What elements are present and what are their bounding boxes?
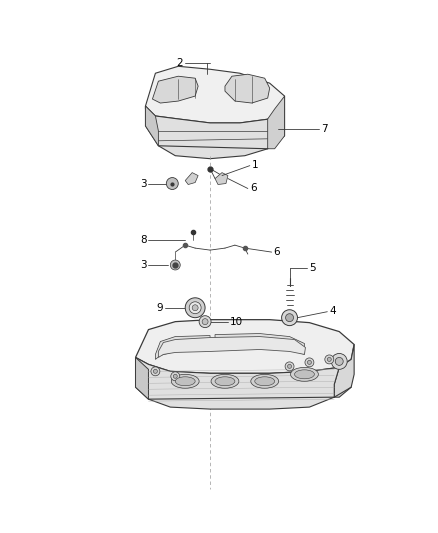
Ellipse shape: [215, 377, 235, 386]
Circle shape: [192, 305, 198, 311]
Ellipse shape: [211, 374, 239, 388]
Circle shape: [286, 314, 293, 321]
Circle shape: [189, 302, 201, 314]
Ellipse shape: [290, 367, 318, 381]
Circle shape: [335, 358, 343, 365]
Text: 6: 6: [274, 247, 280, 257]
Circle shape: [166, 177, 178, 190]
Polygon shape: [185, 173, 198, 184]
Circle shape: [153, 369, 157, 373]
Circle shape: [307, 360, 311, 365]
Ellipse shape: [175, 377, 195, 386]
Ellipse shape: [251, 374, 279, 388]
Circle shape: [170, 260, 180, 270]
Text: 9: 9: [157, 303, 163, 313]
Circle shape: [285, 362, 294, 371]
Polygon shape: [268, 96, 285, 149]
Circle shape: [288, 365, 292, 368]
Circle shape: [151, 367, 160, 376]
Polygon shape: [215, 334, 304, 354]
Text: 2: 2: [177, 58, 183, 68]
Text: 8: 8: [140, 235, 146, 245]
Text: 7: 7: [321, 124, 328, 134]
Polygon shape: [225, 74, 270, 103]
Circle shape: [185, 298, 205, 318]
Text: 1: 1: [252, 160, 258, 169]
Circle shape: [171, 372, 180, 381]
Polygon shape: [155, 336, 210, 359]
Polygon shape: [145, 66, 285, 123]
Ellipse shape: [171, 374, 199, 388]
Circle shape: [282, 310, 297, 326]
Polygon shape: [135, 320, 354, 373]
Text: 6: 6: [250, 183, 256, 193]
Circle shape: [199, 316, 211, 328]
Text: 5: 5: [309, 263, 316, 273]
Polygon shape: [159, 336, 305, 358]
Polygon shape: [135, 358, 339, 409]
Ellipse shape: [294, 370, 314, 379]
Text: 4: 4: [329, 306, 336, 316]
Text: 3: 3: [140, 179, 146, 189]
Text: 10: 10: [230, 317, 243, 327]
Polygon shape: [152, 76, 198, 103]
Circle shape: [173, 374, 177, 378]
Polygon shape: [135, 358, 148, 399]
Ellipse shape: [255, 377, 275, 386]
Circle shape: [305, 358, 314, 367]
Polygon shape: [215, 173, 228, 184]
Polygon shape: [145, 106, 285, 159]
Circle shape: [331, 353, 347, 369]
Circle shape: [327, 358, 331, 361]
Circle shape: [325, 355, 334, 364]
Text: 3: 3: [140, 260, 146, 270]
Circle shape: [202, 319, 208, 325]
Polygon shape: [334, 344, 354, 397]
Polygon shape: [145, 106, 159, 146]
